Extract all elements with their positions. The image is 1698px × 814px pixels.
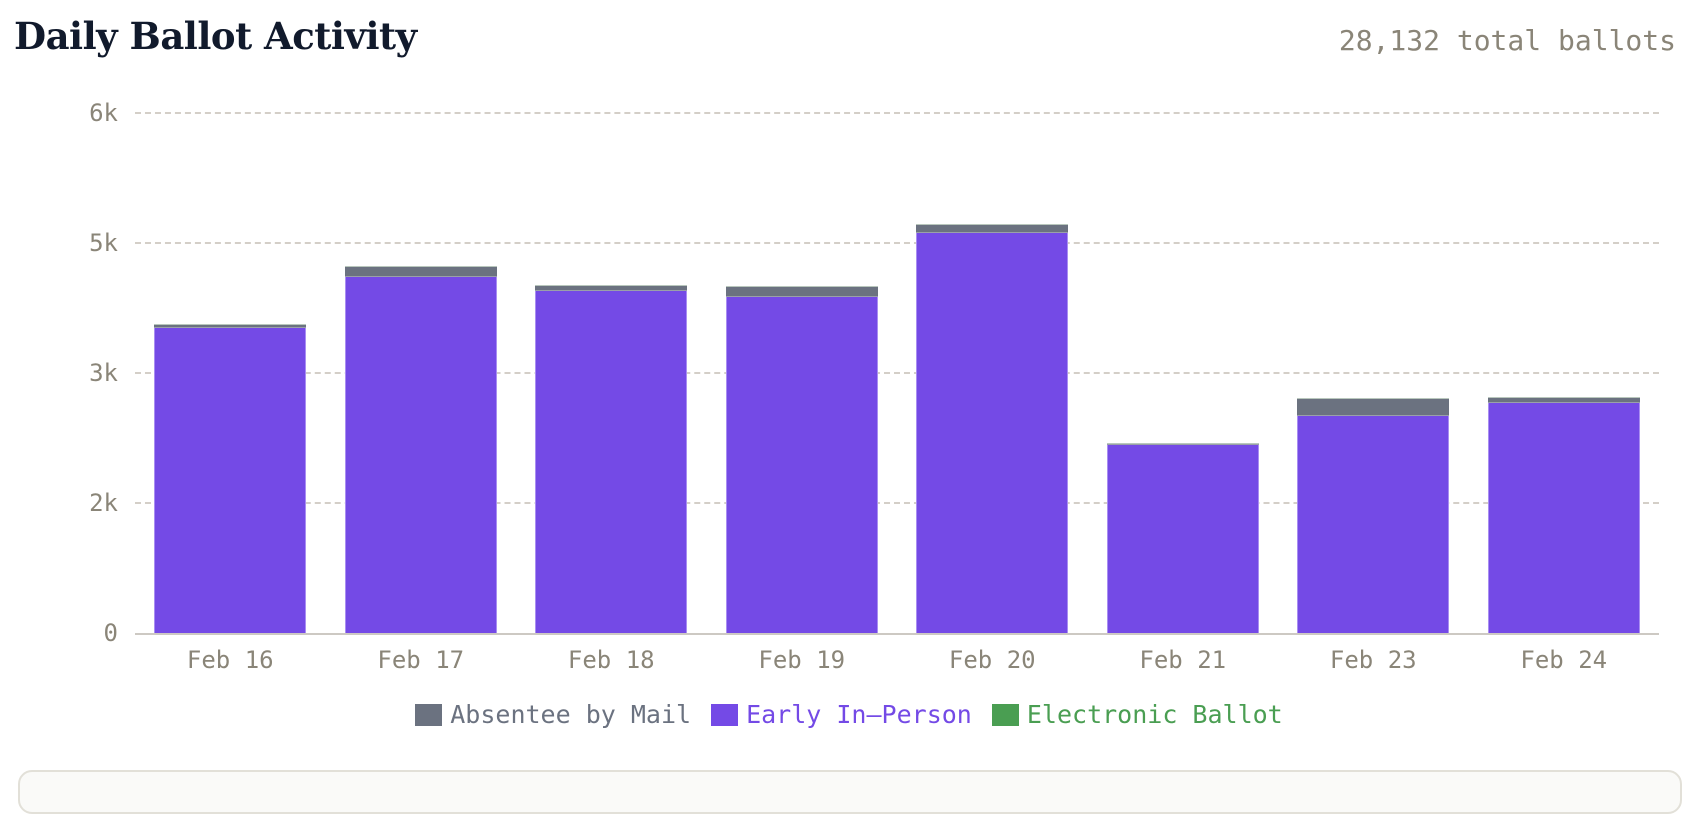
gridline <box>135 372 1659 374</box>
x-axis-line <box>135 633 1659 635</box>
early-segment[interactable] <box>154 327 307 633</box>
bar-feb-18[interactable] <box>535 285 688 633</box>
y-tick-label: 3k <box>89 359 118 387</box>
x-tick-label: Feb 17 <box>377 646 465 674</box>
absentee-segment[interactable] <box>535 285 688 292</box>
bar-feb-19[interactable] <box>725 286 878 633</box>
legend-item-electronic[interactable]: Electronic Ballot <box>991 700 1283 729</box>
bar-feb-16[interactable] <box>154 323 307 633</box>
x-tick-label: Feb 16 <box>186 646 274 674</box>
legend-swatch-icon <box>991 703 1019 726</box>
absentee-segment[interactable] <box>344 266 497 277</box>
legend-item-absentee[interactable]: Absentee by Mail <box>415 700 691 729</box>
bar-feb-23[interactable] <box>1297 398 1450 633</box>
x-tick-label: Feb 24 <box>1520 646 1608 674</box>
legend-swatch-icon <box>415 703 443 726</box>
gridline <box>135 502 1659 504</box>
absentee-segment[interactable] <box>154 323 307 328</box>
x-tick-label: Feb 19 <box>758 646 846 674</box>
early-segment[interactable] <box>1106 445 1259 633</box>
bar-feb-17[interactable] <box>344 266 497 633</box>
gridline <box>135 242 1659 244</box>
legend-label: Absentee by Mail <box>450 700 692 729</box>
bar-feb-24[interactable] <box>1487 397 1640 633</box>
y-tick-label: 0 <box>103 619 118 647</box>
early-segment[interactable] <box>344 276 497 633</box>
x-tick-label: Feb 18 <box>567 646 655 674</box>
legend-item-early[interactable]: Early In–Person <box>711 700 972 729</box>
y-tick-label: 6k <box>89 99 118 127</box>
total-ballots-count: 28,132 total ballots <box>1338 24 1676 57</box>
early-segment[interactable] <box>725 297 878 633</box>
stacked-bar-chart: 0 2k 3k 5k 6k Feb 16 Feb 17 Feb 18 Feb 19 Feb 20 F… <box>89 99 1659 674</box>
bar-feb-20[interactable] <box>916 223 1069 633</box>
early-segment[interactable] <box>1487 402 1640 633</box>
chart-title: Daily Ballot Activity <box>14 14 417 58</box>
absentee-segment[interactable] <box>1106 443 1259 446</box>
absentee-segment[interactable] <box>725 286 878 298</box>
next-card-edge <box>18 770 1682 814</box>
y-tick-label: 5k <box>89 229 118 257</box>
early-segment[interactable] <box>535 291 688 633</box>
legend-swatch-icon <box>711 703 739 726</box>
x-tick-label: Feb 23 <box>1329 646 1417 674</box>
y-tick-label: 2k <box>89 489 118 517</box>
absentee-segment[interactable] <box>1297 398 1450 416</box>
chart-legend: Absentee by Mail Early In–Person Electroni… <box>0 700 1698 729</box>
early-segment[interactable] <box>916 232 1069 633</box>
absentee-segment[interactable] <box>1487 397 1640 403</box>
bar-feb-21[interactable] <box>1106 443 1259 633</box>
legend-label: Electronic Ballot <box>1026 700 1283 729</box>
x-tick-label: Feb 21 <box>1139 646 1227 674</box>
x-tick-label: Feb 20 <box>948 646 1036 674</box>
gridline <box>135 112 1659 114</box>
absentee-segment[interactable] <box>916 223 1069 233</box>
early-segment[interactable] <box>1297 415 1450 633</box>
legend-label: Early In–Person <box>746 700 972 729</box>
